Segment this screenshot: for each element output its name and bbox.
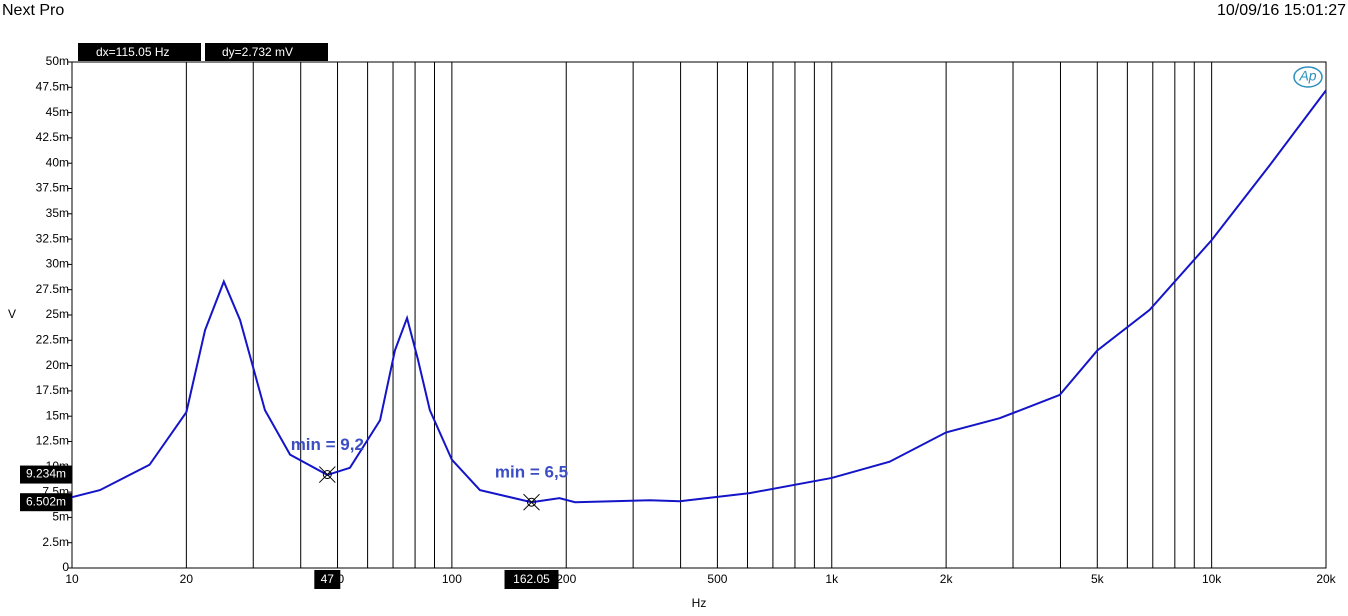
y-tick-label: 15m [46, 408, 69, 422]
logo-ring [1293, 66, 1323, 88]
y-tick-label: 0 [62, 560, 69, 574]
y-tick-label: 27.5m [36, 282, 69, 296]
cursor-x-box [504, 570, 559, 589]
dy-readout: dy=2.732 mV [222, 45, 293, 59]
y-tick-label: 20m [46, 358, 69, 372]
y-tick-label: 17.5m [36, 383, 69, 397]
plot-frame [71, 61, 1327, 569]
curve [71, 89, 1327, 504]
x-tick-label: 10k [1202, 572, 1222, 586]
x-tick-label: 100 [442, 572, 462, 586]
cursor-y-box [20, 465, 72, 484]
annotation: min = 9,2 [291, 435, 364, 454]
logo: Ap [1298, 68, 1316, 84]
y-tick-label: 25m [46, 307, 69, 321]
y-tick-label: 22.5m [36, 332, 69, 346]
x-axis-label: Hz [692, 596, 707, 610]
readout-box [205, 43, 328, 61]
cursor-x-label: 162.05 [513, 572, 550, 586]
cursor-marker [523, 493, 540, 511]
y-tick-label: 50m [46, 54, 69, 68]
y-tick-label: 37.5m [36, 181, 69, 195]
x-tick-label: 20k [1316, 572, 1336, 586]
y-tick-label: 12.5m [36, 434, 69, 448]
cursor-x-label: 47 [321, 572, 335, 586]
cursor-marker-ring [527, 497, 537, 507]
x-tick-label: 500 [707, 572, 727, 586]
x-tick-label: 10 [65, 572, 79, 586]
timestamp: 10/09/16 15:01:27 [1217, 2, 1346, 19]
cursor-marker-ring [322, 470, 332, 480]
chart-title: Next Pro [2, 2, 64, 19]
y-tick-label: 5m [52, 510, 69, 524]
y-tick-label: 47.5m [36, 79, 69, 93]
cursor-x-box [314, 570, 341, 589]
y-tick-label: 42.5m [36, 130, 69, 144]
x-tick-label: 20 [180, 572, 194, 586]
y-tick-label: 30m [46, 257, 69, 271]
x-tick-label: 200 [556, 572, 576, 586]
x-tick-label: 5k [1091, 572, 1105, 586]
y-tick-label: 45m [46, 105, 69, 119]
y-tick-label: 40m [46, 155, 69, 169]
cursor-marker [318, 466, 336, 483]
cursor-y-label: 9.234m [26, 467, 66, 481]
y-axis-label: V [8, 307, 16, 321]
x-tick-label: 1k [825, 572, 839, 586]
dx-readout: dx=115.05 Hz [96, 45, 170, 59]
y-tick-label: 35m [46, 206, 69, 220]
x-tick-label: 2k [940, 572, 954, 586]
cursor-y-label: 6.502m [26, 494, 66, 508]
annotation: min = 6,5 [495, 463, 568, 482]
y-tick-label: 2.5m [42, 535, 69, 549]
cursor-y-box [20, 493, 72, 512]
y-tick-label: 32.5m [36, 231, 69, 245]
readout-box [78, 43, 201, 61]
